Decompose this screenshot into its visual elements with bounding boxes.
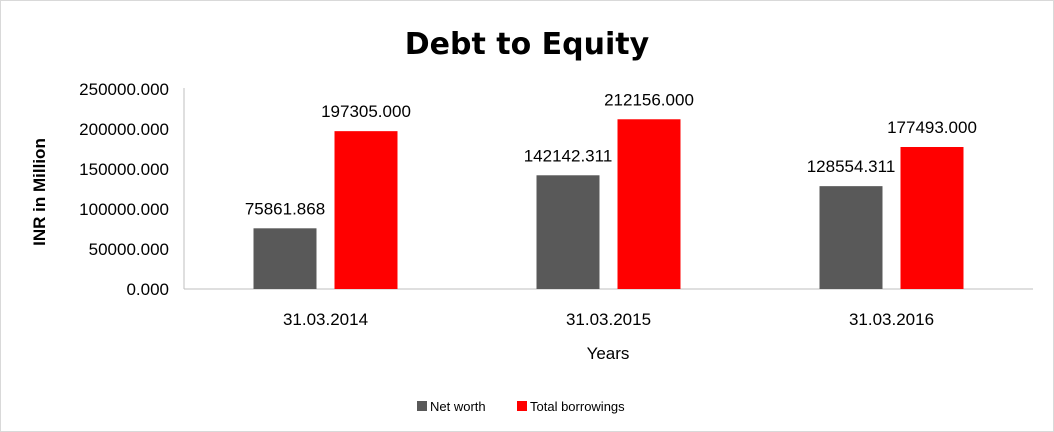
legend: Net worth Total borrowings xyxy=(417,399,625,414)
bar-total-borrowings xyxy=(617,119,681,289)
bar-net-worth xyxy=(819,186,883,289)
bar-net-worth xyxy=(253,228,317,289)
x-axis-label: Years xyxy=(587,344,630,363)
data-labels: 75861.868 197305.000 142142.311 212156.000 1… xyxy=(245,90,977,218)
data-label: 128554.311 xyxy=(807,157,896,176)
y-tick-label: 0.000 xyxy=(126,280,169,299)
data-label: 212156.000 xyxy=(604,90,694,109)
data-label: 142142.311 xyxy=(524,146,613,165)
y-axis-label: INR in Million xyxy=(30,138,49,246)
legend-label: Net worth xyxy=(430,399,486,414)
data-label: 177493.000 xyxy=(887,118,977,137)
legend-swatch xyxy=(517,401,527,411)
y-tick-label: 250000.000 xyxy=(79,80,169,99)
x-tick-label: 31.03.2016 xyxy=(849,310,934,329)
chart-title: Debt to Equity xyxy=(405,27,650,62)
x-tick-label: 31.03.2014 xyxy=(283,310,368,329)
legend-swatch xyxy=(417,401,427,411)
x-tick-labels: 31.03.2014 31.03.2015 31.03.2016 xyxy=(283,310,934,329)
legend-label: Total borrowings xyxy=(530,399,625,414)
bar-total-borrowings xyxy=(900,147,964,289)
y-tick-labels: 0.000 50000.000 100000.000 150000.000 200000… xyxy=(79,80,169,299)
y-tick-label: 100000.000 xyxy=(79,200,169,219)
data-label: 197305.000 xyxy=(321,102,411,121)
bar-series xyxy=(253,119,964,289)
bar-net-worth xyxy=(536,175,600,289)
y-tick-label: 150000.000 xyxy=(79,160,169,179)
y-tick-label: 50000.000 xyxy=(89,240,169,259)
bar-total-borrowings xyxy=(334,131,398,289)
x-tick-label: 31.03.2015 xyxy=(566,310,651,329)
data-label: 75861.868 xyxy=(245,199,325,218)
y-tick-label: 200000.000 xyxy=(79,120,169,139)
